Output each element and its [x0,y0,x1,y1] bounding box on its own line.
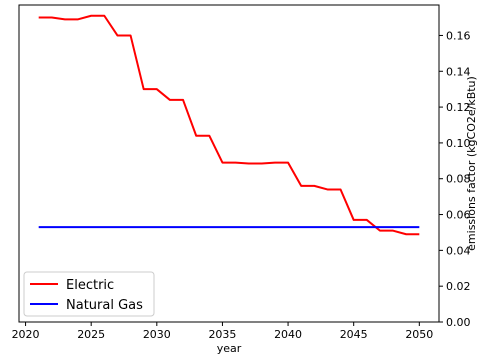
y-axis-label: emissions factor (kgCO2e/kBtu) [465,76,478,251]
legend-label-electric: Electric [66,278,114,293]
y-tick-label-6: 0.12 [446,101,471,114]
y-tick-label-0: 0.00 [446,316,471,329]
y-tick-label-1: 0.02 [446,280,471,293]
x-tick-label-2040: 2040 [274,328,302,341]
y-tick-label-2: 0.04 [446,244,471,257]
y-tick-label-8: 0.16 [446,29,471,42]
y-axis-ticks: 0.00 0.02 0.04 0.06 0.08 0.10 0.12 0.14 0.16 [439,29,471,329]
y-tick-label-7: 0.14 [446,65,471,78]
x-axis-label: year [217,342,242,355]
legend-label-natural-gas: Natural Gas [66,298,143,313]
legend: Electric Natural Gas [23,271,155,317]
plot-frame [18,4,440,323]
y-tick-label-3: 0.06 [446,209,471,222]
x-tick-label-2045: 2045 [340,328,368,341]
x-tick-label-2050: 2050 [405,328,433,341]
series-line-electric [38,14,420,236]
x-tick-label-2035: 2035 [208,328,236,341]
y-tick-label-4: 0.08 [446,173,471,186]
y-tick-label-5: 0.10 [446,137,471,150]
x-tick-label-2030: 2030 [143,328,171,341]
series-layer [38,14,420,236]
x-tick-label-2020: 2020 [12,328,40,341]
x-tick-label-2025: 2025 [77,328,105,341]
x-axis-ticks: 2020 2025 2030 2035 2040 2045 2050 [12,322,433,341]
